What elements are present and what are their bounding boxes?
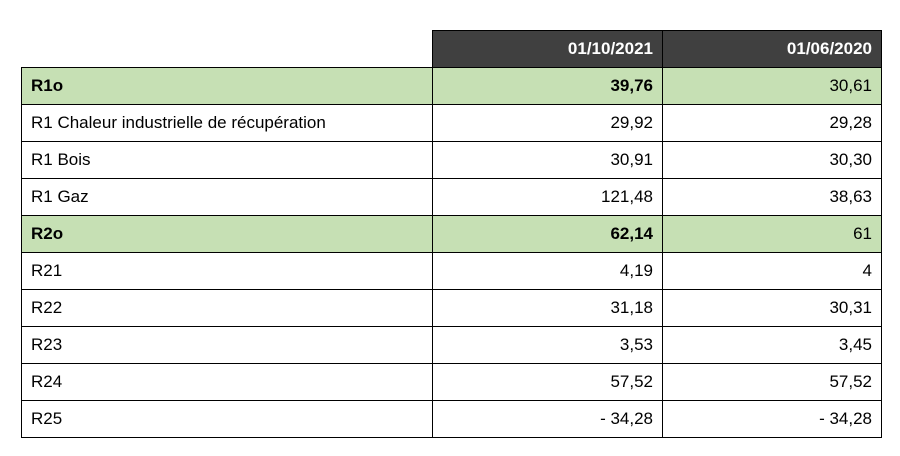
- row-label: R22: [21, 289, 433, 327]
- column-header: 01/10/2021: [432, 30, 663, 68]
- value-cell: 38,63: [662, 178, 882, 216]
- value-cell: - 34,28: [432, 400, 663, 438]
- value-cell: 30,31: [662, 289, 882, 327]
- value-cell: 39,76: [432, 67, 663, 105]
- value-cell: 29,92: [432, 104, 663, 142]
- header-row: 01/10/2021 01/06/2020: [21, 30, 882, 68]
- table-row: R1 Gaz 121,48 38,63: [21, 178, 882, 216]
- table-body: R1o 39,76 30,61 R1 Chaleur industrielle de …: [21, 67, 882, 438]
- value-cell: 57,52: [662, 363, 882, 401]
- row-label: R24: [21, 363, 433, 401]
- blank-header-cell: [21, 30, 433, 68]
- value-cell: 62,14: [432, 215, 663, 253]
- value-cell: 30,91: [432, 141, 663, 179]
- value-cell: 30,61: [662, 67, 882, 105]
- column-header: 01/06/2020: [662, 30, 882, 68]
- table-row: R23 3,53 3,45: [21, 326, 882, 364]
- table-row: R1o 39,76 30,61: [21, 67, 882, 105]
- value-cell: 31,18: [432, 289, 663, 327]
- value-cell: 4,19: [432, 252, 663, 290]
- row-label: R2o: [21, 215, 433, 253]
- row-label: R21: [21, 252, 433, 290]
- table-row: R2o 62,14 61: [21, 215, 882, 253]
- table-row: R22 31,18 30,31: [21, 289, 882, 327]
- row-label: R1 Gaz: [21, 178, 433, 216]
- value-cell: 29,28: [662, 104, 882, 142]
- row-label: R1o: [21, 67, 433, 105]
- value-cell: 57,52: [432, 363, 663, 401]
- value-cell: 30,30: [662, 141, 882, 179]
- table-row: R21 4,19 4: [21, 252, 882, 290]
- row-label: R1 Chaleur industrielle de récupération: [21, 104, 433, 142]
- value-cell: 4: [662, 252, 882, 290]
- table-row: R1 Chaleur industrielle de récupération 2…: [21, 104, 882, 142]
- row-label: R25: [21, 400, 433, 438]
- value-cell: 3,45: [662, 326, 882, 364]
- table-row: R24 57,52 57,52: [21, 363, 882, 401]
- row-label: R23: [21, 326, 433, 364]
- table-row: R1 Bois 30,91 30,30: [21, 141, 882, 179]
- value-cell: 3,53: [432, 326, 663, 364]
- value-cell: 61: [662, 215, 882, 253]
- value-cell: 121,48: [432, 178, 663, 216]
- table-row: R25- 34,28- 34,28: [21, 400, 882, 438]
- value-cell: - 34,28: [662, 400, 882, 438]
- row-label: R1 Bois: [21, 141, 433, 179]
- data-table: 01/10/2021 01/06/2020 R1o 39,76 30,61 R1 Cha…: [21, 30, 882, 438]
